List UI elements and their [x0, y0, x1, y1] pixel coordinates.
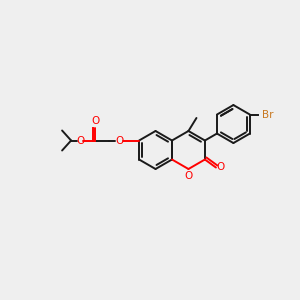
Text: O: O — [115, 136, 123, 146]
Text: O: O — [184, 171, 193, 181]
Text: O: O — [76, 136, 84, 146]
Text: O: O — [217, 163, 225, 172]
Text: Br: Br — [262, 110, 273, 119]
Text: O: O — [91, 116, 99, 127]
